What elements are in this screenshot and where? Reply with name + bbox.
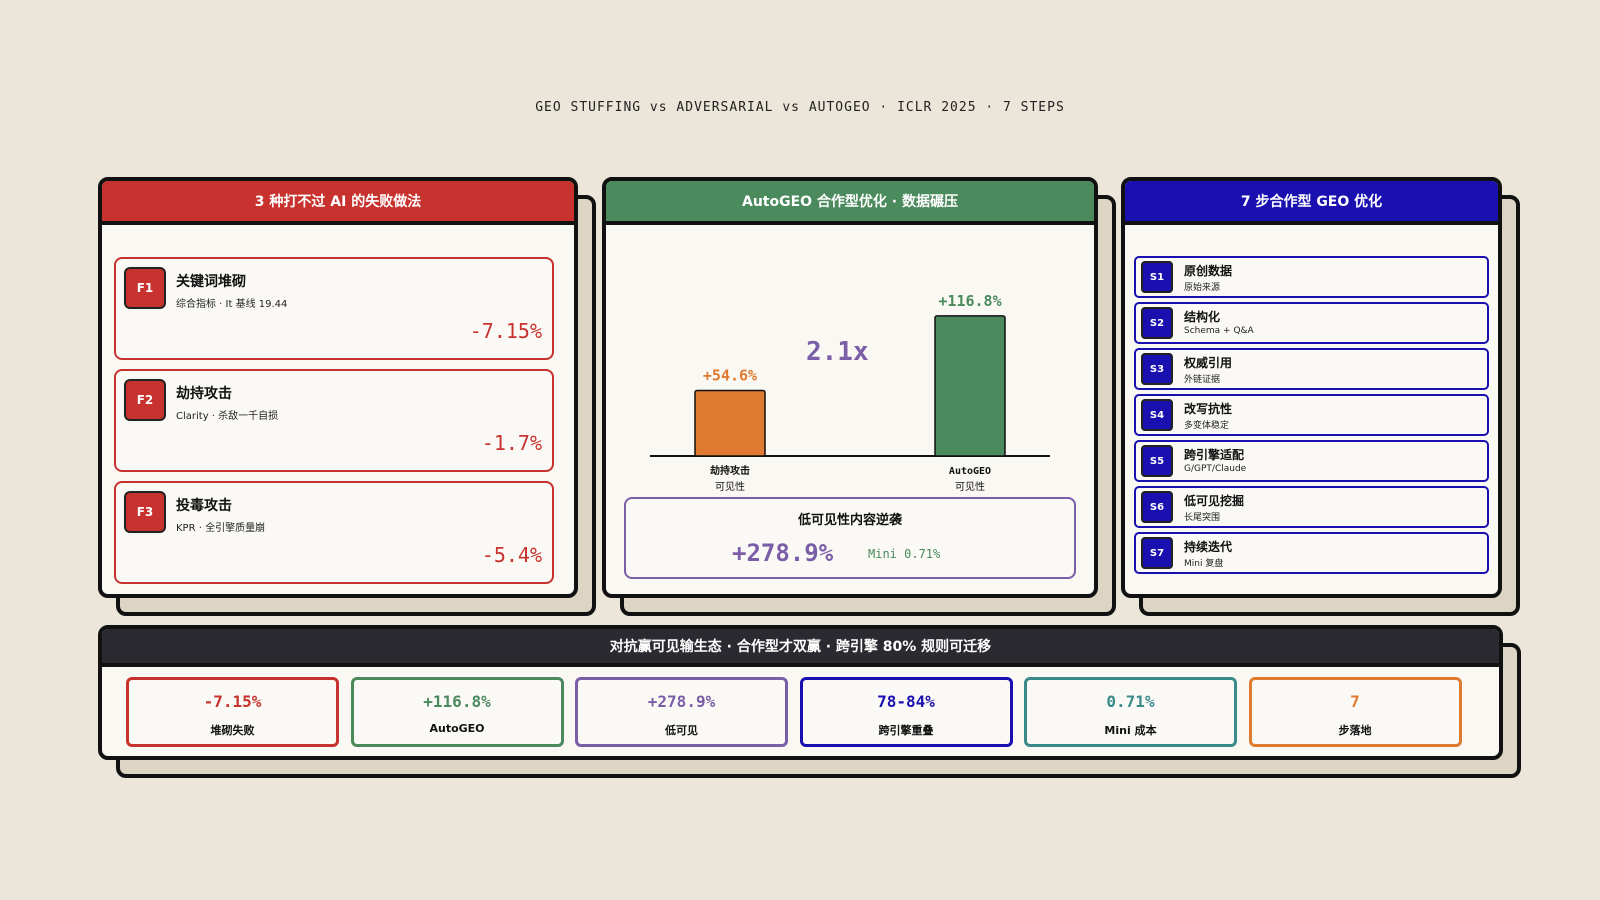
step-desc: G/GPT/Claude [1184,464,1247,474]
failure-title: 关键词堆砌 [176,274,246,290]
failure-tag: F1 [124,267,166,309]
panel: 3 种打不过 AI 的失败做法 F1 关键词堆砌综合指标 · It 基线 19.44… [98,177,578,598]
stat-label: 低可见 [665,724,698,737]
failure-desc: 综合指标 · It 基线 19.44 [176,299,288,310]
panel-header: 3 种打不过 AI 的失败做法 [102,181,574,225]
multiplier: 2.1x [806,337,869,367]
stat-box: 78-84% 跨引擎重叠 [799,677,1013,747]
failure-card: F2 劫持攻击 Clarity · 杀敌一千自损 -1.7% [114,369,554,472]
page-title: GEO STUFFING vs ADVERSARIAL vs AUTOGEO ·… [535,100,1065,115]
step-card: S5 跨引擎适配 G/GPT/Claude [1134,440,1489,482]
stat-value: 0.71% [1106,692,1155,711]
stat-label: 步落地 [1338,724,1372,737]
step-tag: S1 [1141,261,1173,293]
step-card: S7 持续迭代 Mini 复盘 [1134,532,1489,574]
step-desc: Schema + Q&A [1184,326,1254,336]
step-card: S6 低可见挖掘长尾突围 [1134,486,1489,528]
step-tag: S5 [1141,445,1173,477]
failure-title: 劫持攻击 [176,386,232,402]
step-title: 原创数据 [1184,264,1233,278]
failure-value: -1.7% [481,431,542,455]
failure-value: -7.15% [469,319,542,343]
stat-label: Mini 成本 [1104,724,1157,737]
step-title: 权威引用 [1184,356,1233,370]
callout-box [624,497,1076,579]
step-desc: Mini 复盘 [1184,559,1224,569]
step-desc: 原始来源 [1184,283,1221,293]
stat-box: +278.9% 低可见 [575,677,788,747]
callout-value: +278.9% [732,539,834,567]
stat-value: -7.15% [203,692,262,711]
stat-box: 7 步落地 [1248,677,1462,747]
panel: AutoGEO 合作型优化 · 数据碾压低可见性内容逆袭 +278.9% Mini … [602,177,1098,598]
stat-value: 78-84% [877,692,935,711]
failure-value: -5.4% [481,543,542,567]
stat-value: 7 [1350,692,1360,711]
step-tag: S6 [1141,491,1173,523]
callout-note: Mini 0.71% [868,547,941,561]
step-card: S3 权威引用外链证据 [1134,348,1489,390]
failure-card: F1 关键词堆砌综合指标 · It 基线 19.44 -7.15% [114,257,554,360]
step-desc: 长尾突围 [1184,513,1221,523]
step-tag: S7 [1141,537,1173,569]
failure-title: 投毒攻击 [176,498,232,514]
step-tag: S2 [1141,307,1173,339]
step-title: 改写抗性 [1184,402,1233,416]
panel: 7 步合作型 GEO 优化 S1 原创数据原始来源 S2 结构化 Schema + Q&A… [1121,177,1502,598]
step-title: 低可见挖掘 [1184,494,1245,508]
panel-header: 对抗赢可见输生态 · 合作型才双赢 · 跨引擎 80% 规则可迁移 [102,629,1499,667]
step-desc: 外链证据 [1184,375,1221,385]
step-desc: 多变体稳定 [1184,421,1230,431]
stat-box: -7.15% 堆砌失败 [126,677,339,747]
panel-header: AutoGEO 合作型优化 · 数据碾压 [606,181,1094,225]
stat-label: AutoGEO [429,722,485,735]
step-tag: S4 [1141,399,1173,431]
step-title: 结构化 [1184,310,1221,324]
stat-box: +116.8% AutoGEO [350,677,564,747]
step-title: 跨引擎适配 [1184,448,1245,462]
stat-value: +278.9% [647,692,716,711]
failure-desc: Clarity · 杀敌一千自损 [176,411,279,422]
step-tag: S3 [1141,353,1173,385]
panel-header: 7 步合作型 GEO 优化 [1125,181,1498,225]
step-card: S1 原创数据原始来源 [1134,256,1489,298]
failure-tag: F3 [124,491,166,533]
failure-tag: F2 [124,379,166,421]
panel: 对抗赢可见输生态 · 合作型才双赢 · 跨引擎 80% 规则可迁移 -7.15% 堆… [98,625,1503,760]
step-card: S4 改写抗性多变体稳定 [1134,394,1489,436]
callout-title: 低可见性内容逆袭 [797,513,902,528]
stat-label: 堆砌失败 [210,724,255,737]
failure-card: F3 投毒攻击 KPR · 全引擎质量崩 -5.4% [114,481,554,584]
failure-desc: KPR · 全引擎质量崩 [176,523,266,534]
stat-box: 0.71% Mini 成本 [1024,677,1237,747]
stat-value: +116.8% [423,692,491,711]
step-title: 持续迭代 [1184,540,1233,554]
step-card: S2 结构化 Schema + Q&A [1134,302,1489,344]
stat-label: 跨引擎重叠 [878,724,934,737]
